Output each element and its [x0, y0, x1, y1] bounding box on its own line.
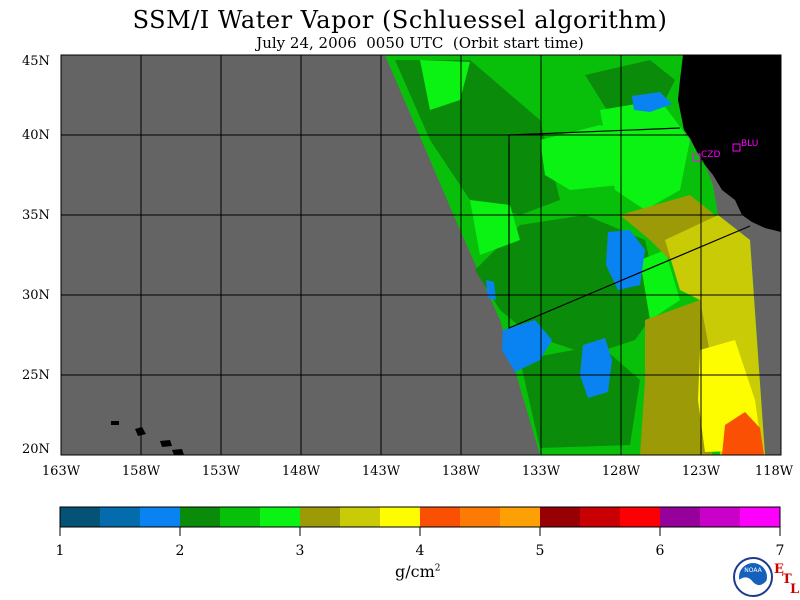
color-scale-cell — [220, 507, 261, 527]
color-scale-cell — [700, 507, 741, 527]
station-marker-czd — [692, 153, 701, 162]
vapor-region — [470, 200, 520, 255]
lat-label: 30N — [22, 288, 50, 303]
vapor-region — [420, 60, 470, 110]
vapor-region — [632, 92, 672, 112]
station-marker-blu — [732, 143, 741, 152]
analysis-region-outline — [508, 127, 681, 136]
color-scale-cell — [740, 507, 781, 527]
lon-label: 153W — [201, 464, 241, 479]
color-scale-cell — [500, 507, 541, 527]
hawaii-island — [172, 449, 184, 455]
lon-label: 123W — [681, 464, 721, 479]
vapor-region — [640, 300, 720, 455]
color-scale-cell — [100, 507, 141, 527]
hawaii-island — [111, 421, 119, 425]
vapor-region — [722, 412, 764, 455]
vapor-region — [580, 338, 612, 398]
color-scale-tick: 4 — [415, 543, 425, 559]
color-scale-tick: 2 — [175, 543, 185, 559]
analysis-region-outline — [508, 135, 751, 329]
lon-label: 158W — [121, 464, 161, 479]
lon-label: 148W — [281, 464, 321, 479]
color-scale-cell — [660, 507, 701, 527]
noaa-logo-text: NOAA — [744, 567, 762, 574]
map-title: SSM/I Water Vapor (Schluessel algorithm) — [132, 6, 668, 34]
vapor-region — [600, 100, 690, 210]
vapor-region — [640, 250, 680, 320]
lon-label: 133W — [521, 464, 561, 479]
lon-label: 163W — [41, 464, 81, 479]
color-scale-cells — [60, 507, 781, 527]
color-scale-tick: 6 — [655, 543, 665, 559]
color-scale-tick: 7 — [775, 543, 785, 559]
lat-label: 25N — [22, 368, 50, 383]
station-label-czd: CZD — [701, 150, 720, 160]
color-scale-cell — [380, 507, 421, 527]
color-scale-cell — [620, 507, 661, 527]
units-label: g/cm2 — [395, 562, 441, 581]
color-scale-tick: 1 — [55, 543, 65, 559]
color-scale-cell — [540, 507, 581, 527]
vapor-region — [502, 320, 552, 372]
station-label-blu: BLU — [741, 139, 758, 149]
color-scale-cell — [460, 507, 501, 527]
hawaii-island — [160, 440, 172, 447]
lon-label: 143W — [361, 464, 401, 479]
color-scale-cell — [180, 507, 221, 527]
color-scale-cell — [580, 507, 621, 527]
lon-label: 128W — [601, 464, 641, 479]
color-scale-cell — [420, 507, 461, 527]
lat-label: 40N — [22, 128, 50, 143]
lon-label: 138W — [441, 464, 481, 479]
color-scale-cell — [300, 507, 341, 527]
color-scale-cell — [340, 507, 381, 527]
color-scale-tick: 3 — [295, 543, 305, 559]
lat-lon-grid — [61, 55, 781, 455]
lat-label: 35N — [22, 208, 50, 223]
color-scale-cell — [140, 507, 181, 527]
noaa-logo: NOAA — [733, 557, 773, 597]
color-scale-cell — [260, 507, 301, 527]
color-scale-cell — [60, 507, 101, 527]
lat-label: 45N — [22, 54, 50, 69]
color-scale-tick-marks — [59, 527, 781, 536]
lon-label: 118W — [754, 464, 794, 479]
north-america-land — [678, 55, 781, 232]
color-scale-tick: 5 — [535, 543, 545, 559]
lat-label: 20N — [22, 442, 50, 457]
map-subtitle: July 24, 2006 0050 UTC (Orbit start time… — [256, 34, 584, 52]
map-frame — [60, 54, 782, 456]
